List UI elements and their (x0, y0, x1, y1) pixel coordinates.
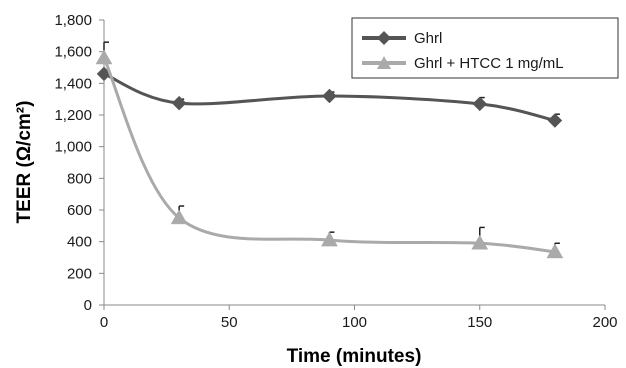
legend-label-ghrl: Ghrl (414, 30, 442, 47)
y-axis-title: TEER (Ω/cm²) (14, 101, 35, 224)
y-tick-label: 200 (67, 265, 92, 282)
y-tick-label: 800 (67, 170, 92, 187)
legend-box (351, 17, 619, 79)
x-ticks: 0 50 100 150 200 (100, 305, 618, 331)
series-layer (95, 41, 564, 259)
y-tick-label: 1,200 (54, 107, 92, 124)
y-tick-label: 1,000 (54, 139, 92, 156)
data-point (472, 96, 488, 112)
legend-label-ghrl-htcc: Ghrl + HTCC 1 mg/mL (414, 55, 564, 72)
x-tick-label: 200 (592, 314, 617, 331)
y-tick-label: 600 (67, 202, 92, 219)
data-point (171, 95, 187, 111)
x-tick-label: 50 (221, 314, 238, 331)
y-ticks: 0 200 400 600 800 1,000 1,200 1,400 1,600 1,800 (54, 12, 104, 314)
data-point (321, 231, 338, 247)
data-point (471, 234, 489, 250)
data-point (322, 88, 337, 104)
y-tick-label: 0 (84, 297, 92, 314)
legend-marker-ghrl-htcc (377, 56, 391, 69)
y-tick-label: 1,600 (54, 44, 92, 61)
series-line (102, 57, 556, 254)
data-point (546, 243, 564, 259)
legend: Ghrl Ghrl + HTCC 1 mg/mL (351, 17, 619, 79)
series-ghrl-htcc (95, 41, 564, 259)
data-point (170, 209, 188, 225)
y-tick-label: 1,400 (54, 75, 92, 92)
x-axis-title: Time (minutes) (287, 346, 422, 367)
x-tick-label: 150 (467, 314, 492, 331)
legend-marker-ghrl (377, 31, 391, 45)
data-point (547, 113, 563, 128)
x-tick-label: 0 (100, 314, 108, 331)
y-tick-label: 1,800 (54, 12, 92, 29)
y-tick-label: 400 (67, 234, 92, 251)
x-tick-label: 100 (342, 314, 367, 331)
data-point (95, 49, 113, 65)
series-ghrl (96, 66, 563, 128)
